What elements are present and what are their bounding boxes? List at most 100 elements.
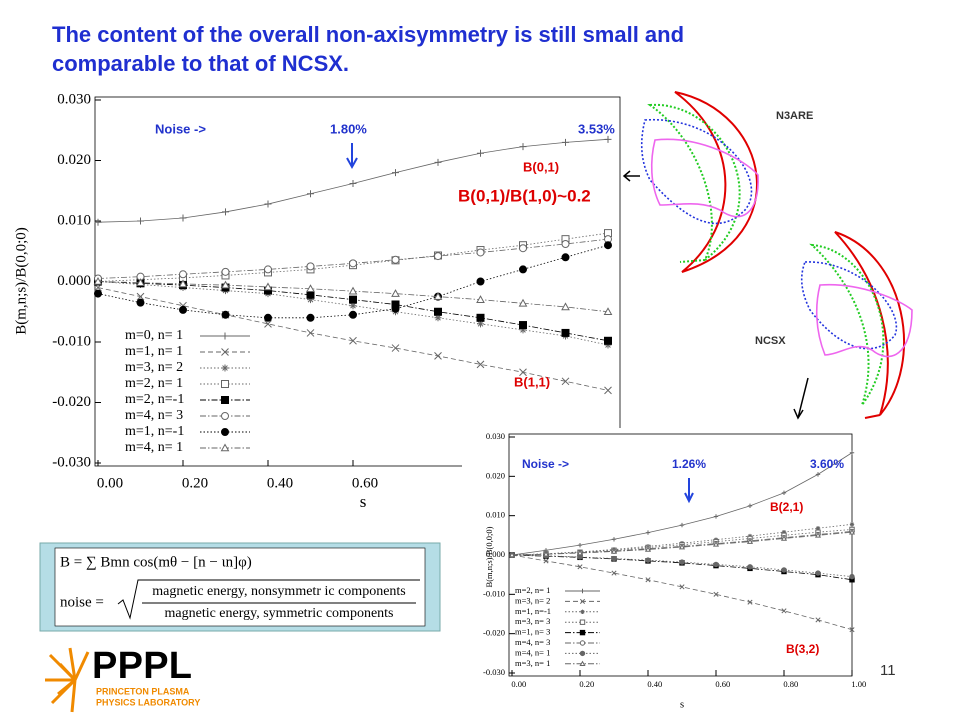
x-tick-label: 0.40 <box>647 679 662 689</box>
data-point <box>679 522 685 528</box>
legend-label: m=4, n= 1 <box>515 647 550 657</box>
formula-line: B = ∑ Bmn cos(mθ − [n − ιn]φ) <box>60 554 252 570</box>
data-point <box>849 573 855 580</box>
data-point <box>477 320 484 328</box>
data-point <box>348 286 358 295</box>
annotation: B(0,1) <box>523 159 559 174</box>
data-point <box>781 490 787 496</box>
annotation: 1.26% <box>672 457 706 471</box>
data-point <box>433 292 443 300</box>
data-point <box>519 265 527 274</box>
data-point <box>264 319 272 328</box>
data-point <box>94 289 102 298</box>
noise-arrow <box>684 478 694 504</box>
data-point <box>306 290 315 299</box>
y-tick-label: 0.010 <box>57 212 91 228</box>
x-tick-label: 0.00 <box>97 475 123 491</box>
legend-label: m=2, n=-1 <box>125 392 184 407</box>
y-tick-label: -0.010 <box>483 588 505 598</box>
data-point <box>306 284 315 293</box>
data-point <box>679 584 685 590</box>
y-tick-label: -0.030 <box>483 667 505 677</box>
noise-arrow <box>346 143 358 170</box>
legend-symbol <box>221 332 229 340</box>
main-chart: 0.030 0.020 0.010 0.000 -0.010 -0.020 -0.030 0.… <box>13 91 621 511</box>
formula-panel <box>54 547 426 627</box>
data-point <box>713 591 719 597</box>
legend-symbol <box>579 660 586 667</box>
annotation: B(3,2) <box>786 642 819 656</box>
ncsx-green <box>809 243 885 406</box>
logo-line: PHYSICS LABORATORY <box>96 697 200 707</box>
data-point <box>264 265 272 274</box>
inset-background <box>462 428 872 710</box>
series-line <box>511 554 853 578</box>
ncsx-red <box>834 231 905 419</box>
data-point <box>434 314 442 322</box>
data-point <box>645 530 651 535</box>
data-point <box>391 289 400 297</box>
data-point <box>476 295 485 303</box>
inset-chart: 0.030 0.020 0.010 0.000 -0.010 -0.020 -0.030 0.… <box>483 431 866 710</box>
n3are-green <box>647 103 741 263</box>
formula-noise: noise = <box>60 594 104 610</box>
legend-label: m=0, n= 1 <box>125 328 183 343</box>
data-point <box>263 282 273 291</box>
annotation: B(2,1) <box>770 500 803 514</box>
data-point <box>434 252 442 261</box>
legend-label: m=1, n=-1 <box>125 424 184 439</box>
series-line <box>97 238 609 279</box>
data-point <box>434 352 442 360</box>
data-point <box>849 450 855 455</box>
data-point <box>476 360 485 369</box>
legend-symbol <box>580 588 585 594</box>
logo-line: PRINCETON PLASMA <box>96 686 190 696</box>
data-point <box>519 244 527 253</box>
pointer-arrow <box>793 377 809 420</box>
n3are-magenta <box>650 138 759 218</box>
data-point <box>561 239 570 248</box>
data-point <box>136 278 145 287</box>
data-point <box>747 564 753 570</box>
logo: PPPL PRINCETON PLASMA PHYSICS LABORATORY <box>45 645 200 713</box>
n3are-red <box>674 91 758 273</box>
sqrt-sign <box>117 579 420 620</box>
data-point <box>815 617 821 623</box>
x-tick-label: 0.20 <box>579 679 594 689</box>
data-point <box>576 549 584 556</box>
legend-label: m=1, n= 3 <box>515 627 550 637</box>
data-point <box>136 292 145 301</box>
data-point <box>644 546 652 552</box>
data-point <box>604 386 612 395</box>
legend-label: m=3, n= 1 <box>515 658 550 668</box>
annotation: 1.80% <box>330 121 367 136</box>
data-point <box>712 541 720 547</box>
legend-label: m=3, n= 3 <box>515 616 550 626</box>
data-point <box>221 280 230 289</box>
legend-symbol <box>579 619 586 625</box>
legend-label: m=3, n= 2 <box>125 360 183 375</box>
data-point <box>561 328 570 337</box>
legend-symbol <box>221 364 229 372</box>
data-point <box>306 329 315 337</box>
data-point <box>678 543 686 550</box>
data-point <box>349 336 357 345</box>
y-tick-label: -0.020 <box>483 628 505 638</box>
y-tick-label: 0.000 <box>57 273 91 289</box>
pointer-arrow <box>622 170 640 182</box>
x-tick-label: 0.60 <box>352 475 378 491</box>
y-axis-label: B(m,n;s)/B(0,0;0) <box>13 227 29 335</box>
data-point <box>179 305 187 314</box>
data-point <box>434 307 442 316</box>
legend-symbol <box>221 380 229 388</box>
legend-symbol <box>579 629 586 636</box>
data-point <box>577 554 583 560</box>
y-axis-label: B(m,n;s)/B(0,0;0) <box>484 526 494 587</box>
data-point <box>307 296 314 304</box>
series-line <box>511 529 853 556</box>
annotation: B(0,1)/B(1,0)~0.2 <box>458 186 591 205</box>
legend-label: m=4, n= 3 <box>125 408 183 423</box>
data-point <box>179 270 187 279</box>
annotation: 3.53% <box>578 121 615 136</box>
